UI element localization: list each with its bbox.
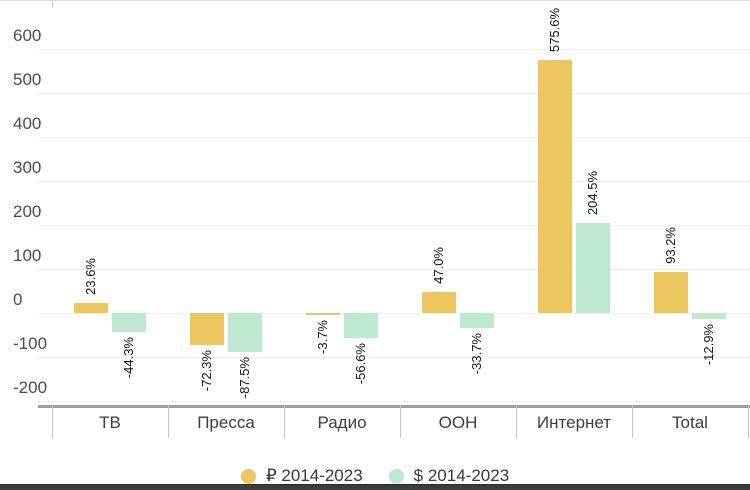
bar-rub-Total[interactable] (654, 271, 688, 313)
bar-value-label-usd-OOH: -33.7% (469, 332, 484, 375)
legend-label-rub: ₽ 2014-2023 (265, 466, 363, 485)
bar-usd-ТВ[interactable] (112, 313, 146, 333)
bar-rub-Пресса[interactable] (190, 313, 224, 345)
x-axis-tick (632, 405, 633, 438)
bar-value-label-rub-Total: 93.2% (663, 227, 678, 264)
bar-usd-Пресса[interactable] (228, 313, 262, 352)
category-label-2: Пресса (197, 413, 255, 432)
gridline--200 (38, 401, 750, 402)
y-axis-tick-label: 500 (13, 70, 42, 89)
category-label-1: ТВ (99, 413, 121, 432)
axis-top-tick (52, 1, 53, 8)
legend-item-rub[interactable]: ₽ 2014-2023 (240, 466, 363, 486)
x-axis-tick (400, 405, 401, 438)
gridline-200 (38, 225, 750, 226)
gridline-500 (38, 93, 750, 94)
bar-rub-Интернет[interactable] (538, 59, 572, 313)
category-label-5: Интернет (536, 413, 612, 432)
bar-value-label-usd-Total: -12.9% (701, 323, 716, 365)
bar-value-label-usd-Радио: -56.6% (353, 342, 368, 385)
bottom-window-edge (0, 484, 750, 490)
gridline-600 (38, 49, 750, 50)
x-axis-tick (748, 405, 749, 438)
legend-swatch-usd-icon (388, 468, 404, 484)
x-axis-tick (52, 405, 53, 438)
y-axis-tick-label: 400 (13, 114, 42, 133)
y-axis-tick-label: 200 (13, 202, 42, 221)
y-axis-tick-label: 600 (13, 26, 42, 45)
gridline-400 (38, 137, 750, 138)
bar-rub-OOH[interactable] (422, 292, 456, 313)
bar-value-label-rub-ТВ: 23.6% (83, 257, 98, 295)
y-axis-tick-label: -200 (13, 378, 48, 397)
y-axis-tick-label: 300 (13, 158, 42, 177)
category-label-4: OOH (438, 413, 478, 432)
legend-label-usd: $ 2014-2023 (413, 466, 510, 485)
category-label-3: Радио (317, 413, 367, 432)
bar-value-label-usd-Интернет: 204.5% (585, 170, 600, 216)
bar-value-label-rub-Радио: -3.7% (315, 320, 330, 354)
chart-legend: ₽ 2014-2023 $ 2014-2023 (0, 463, 750, 489)
x-axis-tick (284, 405, 285, 438)
gridline-0 (38, 313, 750, 314)
bar-rub-ТВ[interactable] (74, 302, 108, 313)
legend-swatch-rub-icon (240, 468, 256, 484)
bar-value-label-rub-OOH: 47.0% (431, 247, 446, 285)
bar-usd-Радио[interactable] (344, 313, 378, 338)
gridline-300 (38, 181, 750, 182)
gridline--100 (38, 357, 750, 358)
category-label-6: Total (672, 413, 708, 432)
bar-usd-OOH[interactable] (460, 313, 494, 328)
bar-value-label-usd-ТВ: -44.3% (121, 337, 136, 379)
x-axis-line (38, 405, 750, 408)
bar-value-label-rub-Интернет: 575.6% (547, 7, 562, 52)
bar-usd-Total[interactable] (692, 313, 726, 319)
y-axis-tick-label: 0 (13, 290, 23, 309)
gridline-100 (38, 269, 750, 270)
x-axis-tick (168, 405, 169, 438)
bar-rub-Радио[interactable] (306, 313, 340, 315)
y-axis-tick-label: -100 (13, 334, 48, 353)
bar-usd-Интернет[interactable] (576, 223, 610, 313)
legend-item-usd[interactable]: $ 2014-2023 (388, 466, 510, 486)
bar-value-label-usd-Пресса: -87.5% (237, 356, 252, 398)
bar-value-label-rub-Пресса: -72.3% (199, 349, 214, 391)
x-axis-tick (516, 405, 517, 438)
y-axis-tick-label: 100 (13, 246, 42, 265)
